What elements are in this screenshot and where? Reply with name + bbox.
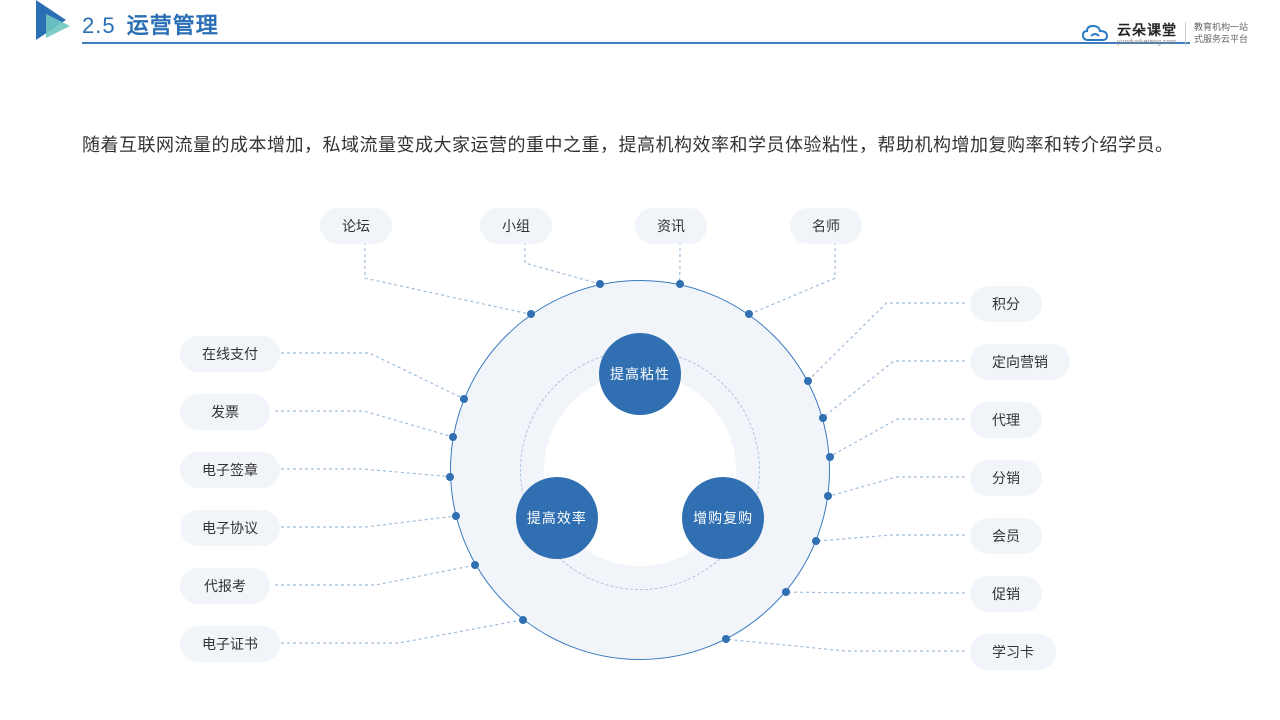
edge-dot xyxy=(782,588,790,596)
edge-dot xyxy=(676,280,684,288)
heading-underline xyxy=(82,42,1190,44)
feature-pill: 论坛 xyxy=(320,208,392,244)
edge-dot xyxy=(446,473,454,481)
edge-dot xyxy=(519,616,527,624)
feature-pill: 资讯 xyxy=(635,208,707,244)
logo-text-cn: 云朵课堂 xyxy=(1117,23,1177,37)
hub-eff: 提高效率 xyxy=(516,477,598,559)
edge-dot xyxy=(826,453,834,461)
connector-path xyxy=(275,411,453,437)
feature-pill: 小组 xyxy=(480,208,552,244)
edge-dot xyxy=(819,414,827,422)
edge-dot xyxy=(449,433,457,441)
connector-path xyxy=(275,516,456,527)
connector-path xyxy=(275,469,450,477)
connector-path xyxy=(749,242,835,314)
feature-pill: 学习卡 xyxy=(970,634,1056,670)
feature-pill: 分销 xyxy=(970,460,1042,496)
feature-pill: 名师 xyxy=(790,208,862,244)
section-heading: 2.5 运营管理 xyxy=(82,8,219,40)
feature-pill: 会员 xyxy=(970,518,1042,554)
section-number: 2.5 xyxy=(82,13,116,38)
cloud-icon xyxy=(1081,24,1109,44)
connector-path xyxy=(808,303,965,381)
edge-dot xyxy=(804,377,812,385)
feature-pill: 促销 xyxy=(970,576,1042,612)
connector-path xyxy=(828,477,965,496)
section-title: 运营管理 xyxy=(127,13,219,38)
hub-repurch: 增购复购 xyxy=(682,477,764,559)
intro-paragraph: 随着互联网流量的成本增加，私域流量变成大家运营的重中之重，提高机构效率和学员体验… xyxy=(82,128,1190,162)
feature-pill: 电子证书 xyxy=(180,626,280,662)
connector-path xyxy=(830,419,965,457)
play-triangle-icon xyxy=(36,0,76,40)
feature-pill: 代报考 xyxy=(180,568,270,604)
feature-pill: 电子签章 xyxy=(180,452,280,488)
feature-pill: 发票 xyxy=(180,394,270,430)
feature-pill: 在线支付 xyxy=(180,336,280,372)
logo-tagline: 教育机构一站 式服务云平台 xyxy=(1194,22,1248,45)
logo-divider xyxy=(1185,22,1186,46)
brand-logo: 云朵课堂 yunduoketang.com 教育机构一站 式服务云平台 xyxy=(1081,22,1248,46)
edge-dot xyxy=(452,512,460,520)
connector-path xyxy=(275,353,464,399)
edge-dot xyxy=(460,395,468,403)
connector-path xyxy=(525,242,600,284)
connector-path xyxy=(365,242,531,314)
feature-pill: 电子协议 xyxy=(180,510,280,546)
connector-path xyxy=(275,565,475,585)
feature-pill: 代理 xyxy=(970,402,1042,438)
connector-path xyxy=(816,535,965,541)
connector-path xyxy=(786,592,965,593)
connector-path xyxy=(726,639,965,651)
operations-diagram: 提高粘性提高效率 增购复购 论坛 小组 资讯 名师在线支付发票电子签章电子协议代报考电子证… xyxy=(0,195,1280,715)
connector-path xyxy=(823,361,965,418)
logo-text-en: yunduoketang.com xyxy=(1117,39,1177,46)
hub-sticky: 提高粘性 xyxy=(599,333,681,415)
feature-pill: 积分 xyxy=(970,286,1042,322)
connector-path xyxy=(275,620,523,643)
feature-pill: 定向营销 xyxy=(970,344,1070,380)
